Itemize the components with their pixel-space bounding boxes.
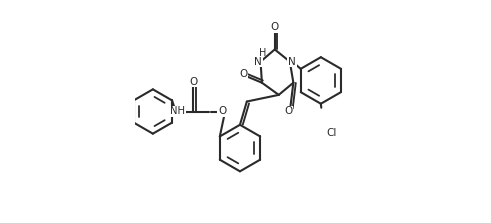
Text: NH: NH bbox=[170, 107, 186, 116]
Text: Cl: Cl bbox=[327, 128, 337, 138]
Text: H: H bbox=[259, 48, 266, 58]
Text: O: O bbox=[284, 107, 293, 116]
Text: N: N bbox=[288, 57, 296, 67]
Text: O: O bbox=[239, 69, 247, 79]
Text: O: O bbox=[218, 107, 226, 116]
Text: N: N bbox=[254, 57, 262, 67]
Text: O: O bbox=[271, 22, 279, 32]
Text: O: O bbox=[190, 76, 197, 87]
